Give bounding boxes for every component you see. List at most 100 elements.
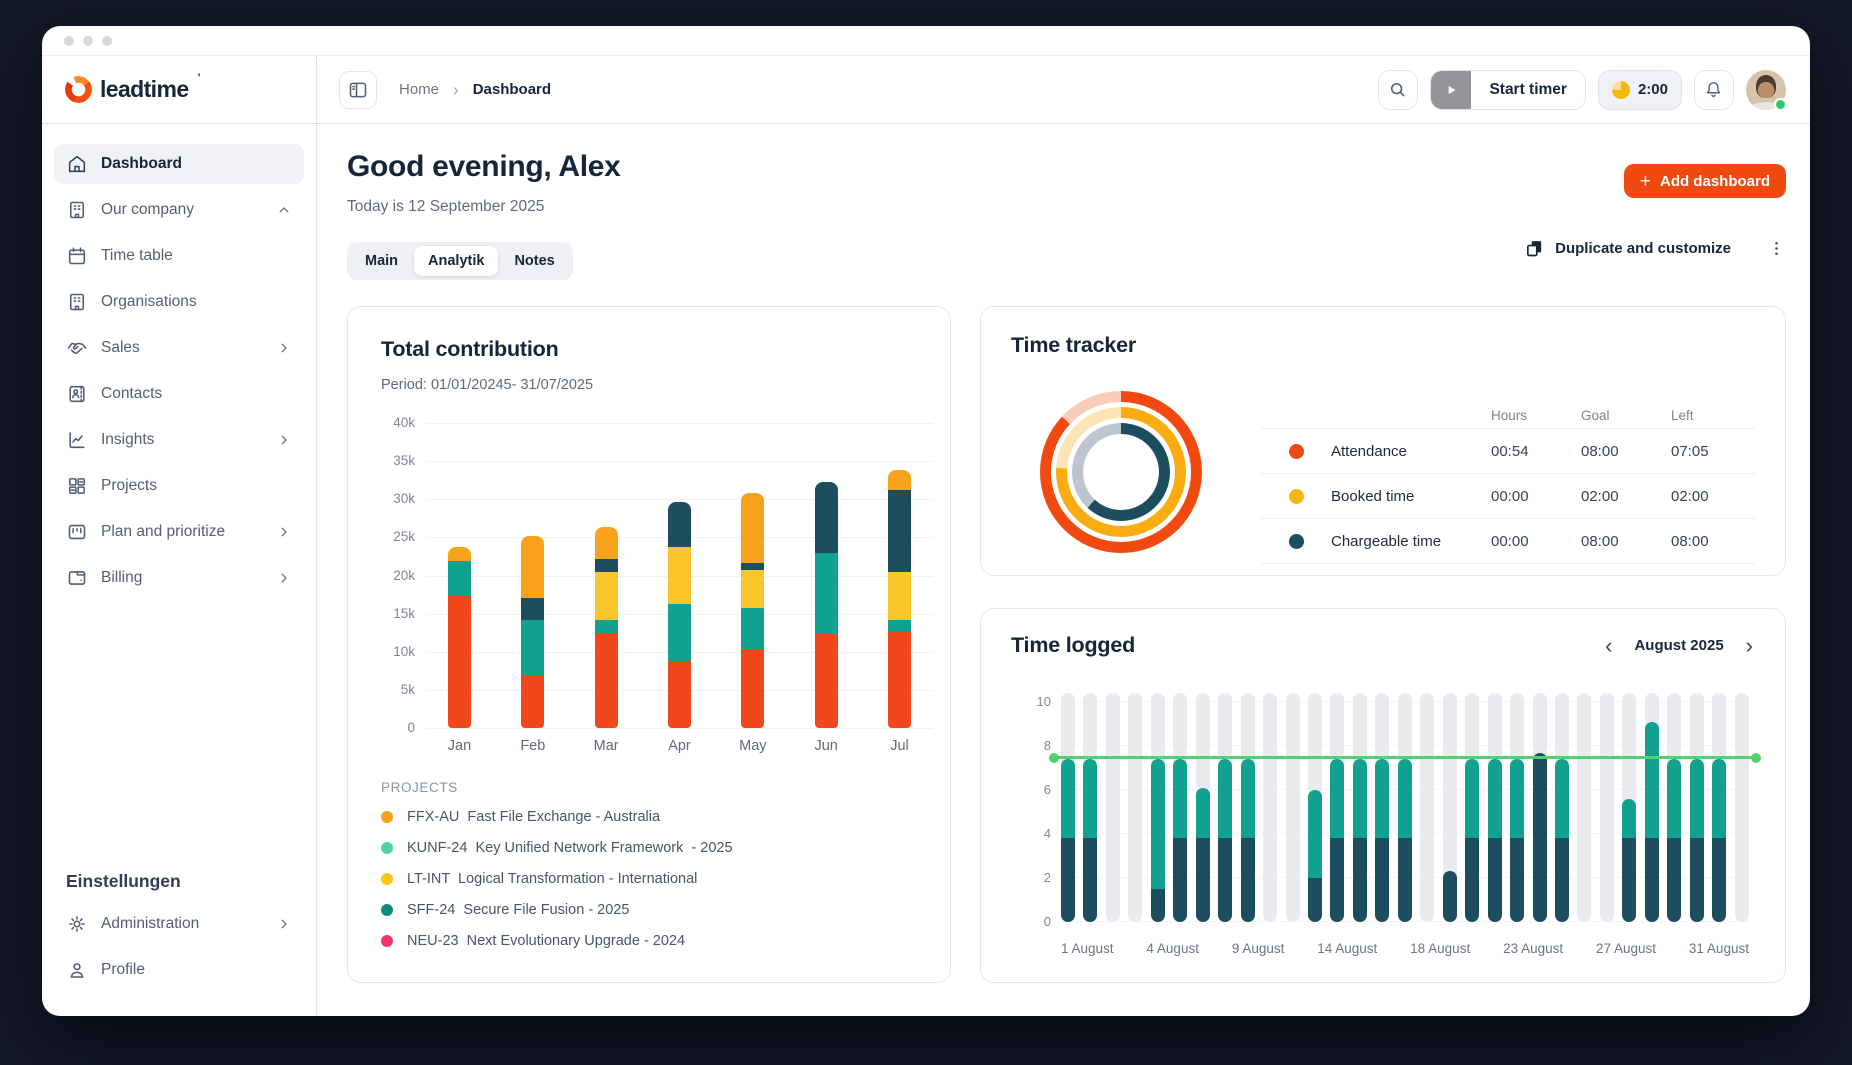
day-bar-22 (1532, 693, 1547, 922)
timer-value: 2:00 (1637, 81, 1668, 98)
segment-chargeable (1554, 838, 1569, 922)
x-tick-label: 9 August (1231, 941, 1285, 956)
day-bar-1 (1061, 693, 1075, 922)
user-avatar[interactable] (1746, 69, 1787, 111)
day-bar-26 (1622, 693, 1637, 922)
sidebar-item-our-company[interactable]: Our company (54, 190, 304, 230)
y-tick-label: 2 (1043, 870, 1051, 885)
logged-value-bar (1150, 759, 1165, 922)
segment-neu-23 (594, 633, 618, 728)
brand-logo[interactable]: leadtime ’ (42, 56, 316, 124)
tab-notes[interactable]: Notes (500, 246, 568, 276)
tab-analytik[interactable]: Analytik (414, 246, 499, 276)
legend-item: NEU-23 Next Evolutionary Upgrade - 2024 (381, 933, 917, 949)
logged-value-bar (1330, 759, 1345, 922)
start-timer-button[interactable]: Start timer (1430, 69, 1586, 110)
window-control-dot[interactable] (64, 35, 74, 46)
sidebar-item-administration[interactable]: Administration (54, 904, 304, 944)
chevron-left-icon[interactable]: ‹ (1605, 632, 1613, 658)
chevron-right-icon[interactable]: › (1745, 632, 1753, 658)
day-bar-5 (1150, 693, 1165, 922)
sidebar-item-contacts[interactable]: Contacts (54, 374, 304, 414)
sidebar-toggle-button[interactable] (339, 70, 377, 109)
bar-slot (876, 470, 923, 728)
segment-ffx-au (448, 546, 471, 562)
y-tick-label: 6 (1043, 782, 1051, 797)
legend-item: SFF-24 Secure File Fusion - 2025 (381, 902, 917, 918)
contribution-bar-jun (814, 482, 838, 728)
segment-neu-23 (741, 649, 765, 728)
segment-attendance (1644, 721, 1659, 839)
add-dashboard-button[interactable]: + Add dashboard (1623, 164, 1786, 198)
segment-sff-24 (887, 490, 911, 573)
timer-chip[interactable]: 2:00 (1597, 69, 1682, 110)
sidebar-item-sales[interactable]: Sales (54, 328, 304, 368)
right-column: Time tracker Hours Goal Left Attendance 00:5… (980, 306, 1786, 983)
legend-label: KUNF-24 Key Unified Network Framework - … (407, 840, 733, 856)
segment-attendance (1307, 790, 1322, 878)
sidebar-item-plan-and-prioritize[interactable]: Plan and prioritize (54, 512, 304, 552)
sidebar-item-dashboard[interactable]: Dashboard (54, 144, 304, 184)
x-tick-label: Jan (447, 738, 472, 754)
notifications-button[interactable] (1694, 69, 1734, 110)
segment-kunf-24 (814, 553, 838, 635)
sidebar-item-insights[interactable]: Insights (54, 420, 304, 460)
chevron-right-icon (276, 340, 292, 356)
day-bar-9 (1240, 693, 1255, 922)
tab-main[interactable]: Main (351, 246, 412, 276)
legend-item: FFX-AU Fast File Exchange - Australia (381, 809, 917, 825)
kebab-menu-icon[interactable] (1767, 239, 1786, 258)
window-control-dot[interactable] (83, 35, 93, 46)
handshake-icon (66, 337, 88, 359)
contribution-bar-mar (594, 526, 618, 728)
segment-chargeable (1532, 752, 1547, 922)
sidebar-item-billing[interactable]: Billing (54, 558, 304, 598)
segment-kunf-24 (741, 607, 765, 650)
sidebar-item-label: Our company (101, 201, 195, 218)
sidebar-item-organisations[interactable]: Organisations (54, 282, 304, 322)
day-bar-3 (1105, 693, 1120, 922)
sidebar-settings-section: Einstellungen Administration Profile (42, 871, 316, 1016)
sidebar-item-time-table[interactable]: Time table (54, 236, 304, 276)
day-bar-12 (1307, 693, 1322, 922)
sidebar-item-label: Plan and prioritize (101, 523, 226, 540)
legend-item: KUNF-24 Key Unified Network Framework - … (381, 840, 917, 856)
x-tick-label: 18 August (1410, 941, 1471, 956)
sidebar-item-projects[interactable]: Projects (54, 466, 304, 506)
billing-icon (66, 567, 88, 589)
sidebar-item-profile[interactable]: Profile (54, 950, 304, 990)
legend-color-dot (381, 873, 393, 885)
x-tick-label: Feb (520, 738, 546, 754)
sidebar-item-label: Insights (101, 431, 155, 448)
logged-value-bar (1532, 752, 1547, 922)
breadcrumb-home[interactable]: Home (399, 81, 440, 98)
legend-label: NEU-23 Next Evolutionary Upgrade - 2024 (407, 933, 686, 949)
x-tick-label: 1 August (1061, 941, 1114, 956)
segment-attendance (1554, 759, 1569, 839)
window-control-dot[interactable] (102, 35, 112, 46)
logged-value-bar (1554, 759, 1569, 922)
left-value: 02:00 (1671, 487, 1709, 505)
goal-value: 08:00 (1581, 532, 1619, 550)
search-button[interactable] (1378, 69, 1419, 110)
segment-sff-24 (741, 563, 765, 571)
logged-value-bar (1083, 759, 1098, 922)
day-bar-24 (1577, 693, 1592, 922)
card-title: Time logged (1011, 633, 1136, 657)
day-bar-6 (1173, 693, 1188, 922)
legend-label: FFX-AU Fast File Exchange - Australia (407, 809, 661, 825)
segment-lt-int (741, 570, 765, 608)
topbar: Home › Dashboard Start timer 2:00 (317, 56, 1810, 124)
x-tick-label: 23 August (1503, 941, 1564, 956)
logged-value-bar (1667, 759, 1682, 922)
segment-neu-23 (887, 631, 911, 728)
segment-attendance (1218, 759, 1233, 839)
search-icon (1387, 79, 1409, 101)
row-color-dot-wrap (1261, 443, 1331, 459)
x-tick-label: 31 August (1688, 941, 1749, 956)
sidebar-nav: Dashboard Our company Time table Organisati… (42, 124, 316, 598)
legend-color-dot (381, 811, 393, 823)
duplicate-icon (1524, 238, 1545, 259)
duplicate-label[interactable]: Duplicate and customize (1555, 240, 1731, 257)
day-bar-21 (1510, 693, 1525, 922)
